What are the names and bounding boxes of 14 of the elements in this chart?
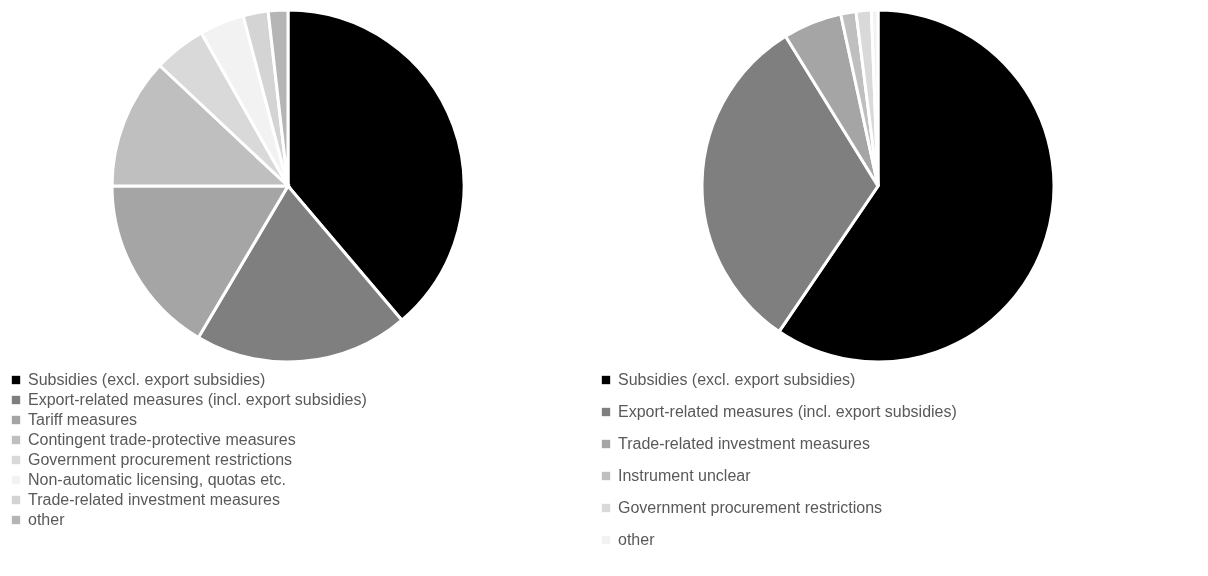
legend-label: Tariff measures [28, 411, 138, 428]
legend-label: Non-automatic licensing, quotas etc. [28, 471, 286, 488]
legend-label: Trade-related investment measures [28, 491, 280, 508]
legend-label: Export-related measures (incl. export subsidies) [618, 403, 957, 420]
legend-label: Instrument unclear [618, 467, 752, 484]
legend-label: Subsidies (excl. export subsidies) [618, 371, 856, 388]
legend-label: Government procurement restrictions [618, 499, 883, 516]
legend-label: Subsidies (excl. export subsidies) [28, 371, 266, 388]
legend-label: Government procurement restrictions [28, 451, 293, 468]
legend-label: other [618, 531, 656, 548]
legend-label: Contingent trade-protective measures [28, 431, 296, 448]
legend-label: Export-related measures (incl. export subsidies) [28, 391, 367, 408]
legend-label: Trade-related investment measures [618, 435, 870, 452]
legend-label: other [28, 511, 66, 528]
